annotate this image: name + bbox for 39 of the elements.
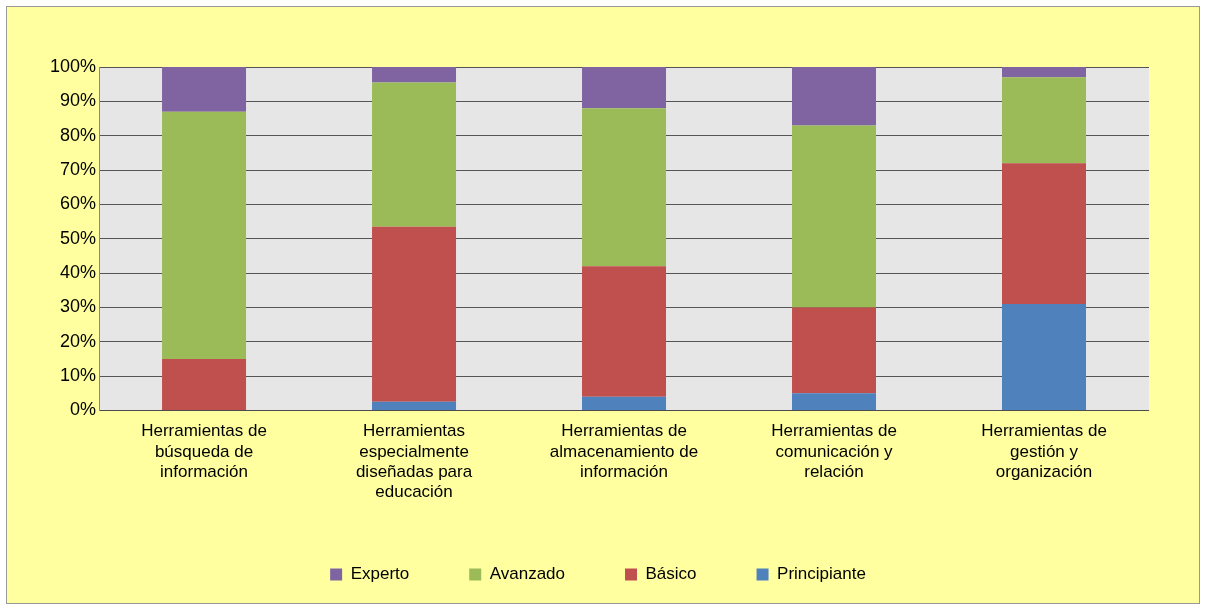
bar bbox=[1002, 67, 1086, 78]
legend-label: Básico bbox=[645, 564, 697, 584]
y-tick-label: 50% bbox=[60, 227, 97, 248]
x-tick-label: Herramientas de almacenamiento de información bbox=[549, 421, 699, 482]
bar bbox=[372, 67, 457, 83]
bar bbox=[582, 67, 667, 109]
y-tick-label: 100% bbox=[49, 55, 97, 76]
bar bbox=[1002, 303, 1086, 410]
bar bbox=[162, 111, 247, 359]
bar bbox=[372, 226, 457, 402]
y-tick-label: 30% bbox=[60, 296, 97, 317]
bar bbox=[792, 307, 877, 394]
x-tick-label: Herramientas de gestión y organización bbox=[981, 421, 1107, 482]
bar bbox=[372, 401, 457, 410]
x-tick-label: Herramientas de búsqueda de información bbox=[141, 421, 267, 482]
legend-label: Experto bbox=[350, 564, 410, 584]
y-tick-label: 60% bbox=[60, 193, 97, 214]
bar bbox=[162, 358, 247, 410]
x-tick-label: Herramientas especialmente diseñadas para educación bbox=[355, 421, 473, 502]
bar bbox=[792, 67, 877, 126]
y-tick-label: 90% bbox=[60, 90, 97, 111]
bar bbox=[582, 396, 667, 410]
bar bbox=[792, 125, 877, 308]
bar bbox=[792, 393, 877, 410]
y-tick-label: 10% bbox=[60, 365, 97, 386]
y-tick-label: 70% bbox=[60, 158, 97, 179]
bar bbox=[582, 266, 667, 397]
y-tick-label: 40% bbox=[60, 262, 97, 283]
bar bbox=[1002, 163, 1086, 304]
bar bbox=[162, 67, 247, 112]
bar bbox=[1002, 77, 1086, 164]
y-tick-label: 20% bbox=[60, 330, 97, 351]
bar bbox=[372, 82, 457, 227]
legend-label: Avanzado bbox=[489, 564, 566, 584]
y-tick-label: 0% bbox=[70, 399, 97, 420]
x-tick-label: Herramientas de comunicación y relación bbox=[771, 421, 897, 482]
legend-label: Principiante bbox=[777, 564, 866, 584]
bar bbox=[582, 108, 667, 267]
y-tick-label: 80% bbox=[60, 124, 97, 145]
